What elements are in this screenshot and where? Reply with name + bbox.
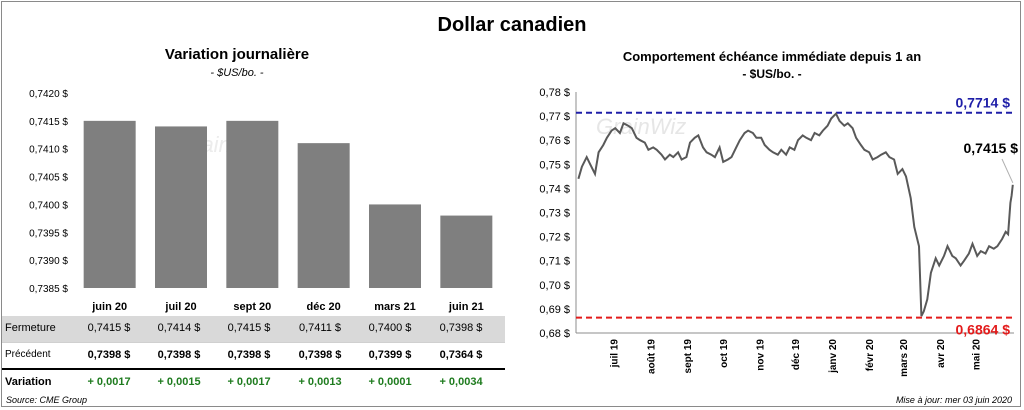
previous-cell: 0,7398 $	[87, 349, 131, 361]
line-chart: 0,68 $ 0,69 $ 0,70 $ 0,71 $ 0,72 $ 0,73 $ 0,74…	[539, 87, 1019, 377]
close-cell: 0,7400 $	[368, 322, 412, 334]
y-tick-label: 0,76 $	[539, 135, 570, 147]
previous-cell: 0,7398 $	[157, 349, 201, 361]
row-label: Précédent	[5, 349, 51, 360]
y-tick-label: 0,7415 $	[29, 117, 68, 128]
low-label: 0,6864 $	[956, 322, 1011, 338]
bar	[440, 215, 493, 288]
x-tick-label: sept 19	[683, 339, 694, 374]
variation-cell: + 0,0013	[298, 376, 342, 388]
row-label: Variation	[5, 376, 52, 388]
y-tick-label: 0,71 $	[539, 256, 570, 268]
y-tick-label: 0,69 $	[539, 304, 570, 316]
variation-cell: + 0,0017	[227, 376, 271, 388]
bar	[297, 143, 350, 288]
watermark-text: GrainWiz	[596, 114, 686, 139]
variation-cell: + 0,0015	[157, 376, 201, 388]
price-line	[577, 112, 1014, 317]
y-tick-label: 0,7420 $	[29, 89, 68, 100]
table-row-previous: Précédent 0,7398 $ 0,7398 $ 0,7398 $ 0,7…	[2, 343, 505, 370]
line-chart-subtitle: - $US/bo. -	[742, 67, 802, 81]
previous-cell: 0,7398 $	[298, 349, 342, 361]
table-row-variation: Variation + 0,0017 + 0,0015 + 0,0017 + 0…	[2, 370, 505, 396]
x-tick-label: janv 20	[828, 339, 839, 374]
high-label: 0,7714 $	[956, 95, 1011, 111]
y-tick-label: 0,72 $	[539, 232, 570, 244]
table-divider	[2, 368, 505, 370]
y-tick-label: 0,77 $	[539, 111, 570, 123]
variation-cell: + 0,0017	[87, 376, 131, 388]
line-chart-title: Comportement échéance immédiate depuis 1…	[622, 49, 922, 64]
x-tick-label: juin 21	[448, 301, 484, 313]
y-tick-label: 0,73 $	[539, 208, 570, 220]
x-tick-label: févr 20	[865, 339, 876, 372]
last-value-label: 0,7415 $	[964, 140, 1019, 156]
x-tick-label: mars 20	[899, 339, 910, 377]
bar	[83, 120, 136, 288]
y-tick-label: 0,7400 $	[29, 200, 68, 211]
y-tick-label: 0,78 $	[539, 87, 570, 99]
close-cell: 0,7415 $	[227, 322, 271, 334]
x-tick-label: août 19	[646, 339, 657, 374]
last-value-leader	[1001, 158, 1014, 183]
x-tick-label: sept 20	[233, 301, 271, 313]
y-tick-label: 0,68 $	[539, 328, 570, 340]
x-tick-label: juil 20	[164, 301, 196, 313]
close-cell: 0,7398 $	[439, 322, 483, 334]
y-tick-label: 0,7395 $	[29, 228, 68, 239]
x-tick-label: juin 20	[91, 301, 127, 313]
x-tick-label: oct 19	[719, 339, 730, 368]
bar	[155, 126, 207, 288]
y-tick-label: 0,75 $	[539, 159, 570, 171]
x-tick-label: mai 20	[972, 339, 983, 371]
x-tick-label: juil 19	[610, 339, 621, 369]
close-cell: 0,7414 $	[157, 322, 201, 334]
x-tick-label: mars 21	[374, 301, 416, 313]
row-label: Fermeture	[5, 322, 56, 334]
previous-cell: 0,7399 $	[368, 349, 412, 361]
source-note: Source: CME Group	[6, 395, 88, 405]
updated-note: Mise à jour: mer 03 juin 2020	[895, 395, 1012, 405]
y-tick-label: 0,7385 $	[29, 284, 68, 295]
previous-cell: 0,7364 $	[439, 349, 483, 361]
y-tick-label: 0,70 $	[539, 280, 570, 292]
variation-cell: + 0,0034	[439, 376, 483, 388]
quotes-table: Fermeture 0,7415 $ 0,7414 $ 0,7415 $ 0,7…	[2, 316, 505, 396]
main-title: Dollar canadien	[437, 14, 587, 36]
bar	[369, 204, 421, 288]
y-tick-label: 0,74 $	[539, 183, 570, 195]
x-tick-label: déc 20	[307, 301, 341, 313]
y-tick-label: 0,7405 $	[29, 173, 68, 184]
x-tick-label: nov 19	[756, 339, 767, 371]
variation-cell: + 0,0001	[368, 376, 412, 388]
bar-chart-subtitle: - $US/bo. -	[210, 67, 264, 79]
previous-cell: 0,7398 $	[227, 349, 271, 361]
bar-chart: 0,7385 $ 0,7390 $ 0,7395 $ 0,7400 $ 0,7405 $…	[29, 89, 493, 313]
close-cell: 0,7415 $	[87, 322, 131, 334]
bar-chart-title: Variation journalière	[164, 46, 310, 63]
y-tick-label: 0,7390 $	[29, 256, 68, 267]
x-tick-label: déc 19	[791, 339, 802, 371]
close-cell: 0,7411 $	[298, 322, 341, 334]
y-tick-label: 0,7410 $	[29, 145, 68, 156]
x-tick-label: avr 20	[936, 339, 947, 368]
table-row-close: Fermeture 0,7415 $ 0,7414 $ 0,7415 $ 0,7…	[2, 316, 505, 343]
bar	[226, 120, 279, 288]
